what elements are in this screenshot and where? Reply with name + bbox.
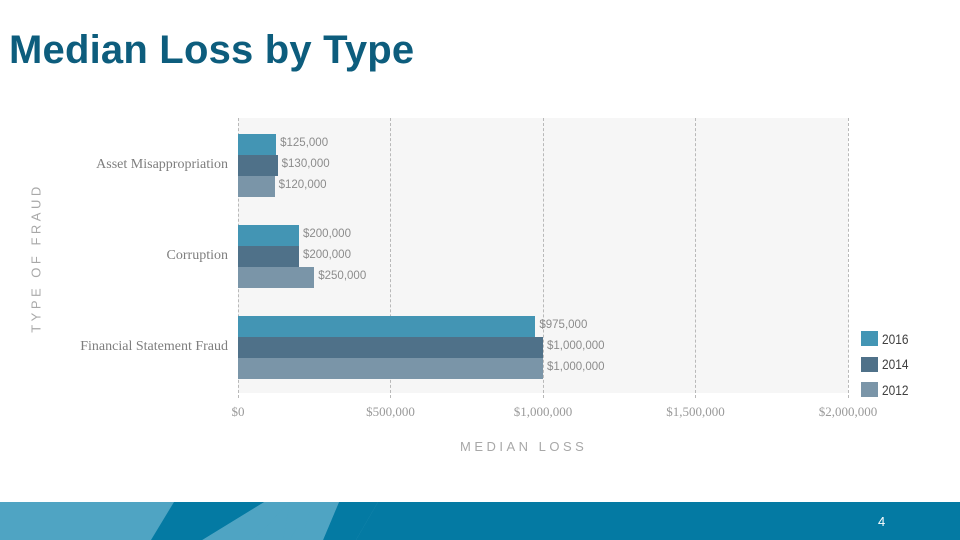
chart-legend: 2016 2014 2012 — [861, 326, 913, 403]
x-tick-label: $500,000 — [366, 404, 415, 419]
x-tick-label: $1,500,000 — [666, 404, 725, 419]
legend-label: 2012 — [882, 381, 909, 398]
bar-value-label: $250,000 — [318, 270, 367, 282]
bar-2014 — [238, 337, 543, 358]
x-tick-label: $0 — [231, 404, 245, 419]
x-tick-label: $2,000,000 — [818, 404, 878, 419]
y-axis-title: TYPE OF FRAUD — [28, 183, 44, 333]
bar-value-label: $125,000 — [280, 137, 329, 149]
bar-2012 — [238, 267, 315, 288]
x-axis-title: MEDIAN LOSS — [460, 439, 588, 454]
legend-label: 2016 — [882, 330, 909, 347]
legend-item-2014: 2014 — [861, 352, 913, 378]
page-number: 4 — [878, 514, 886, 529]
bar-value-label: $1,000,000 — [547, 361, 605, 373]
category-label: Corruption — [166, 247, 228, 263]
category-label: Financial Statement Fraud — [80, 338, 228, 354]
gridline — [695, 118, 696, 398]
gridline — [542, 118, 544, 398]
bar-value-label: $130,000 — [281, 158, 330, 170]
legend-swatch — [861, 331, 878, 347]
bar-2014 — [238, 155, 278, 176]
legend-swatch — [861, 382, 878, 398]
legend-item-2016: 2016 — [861, 326, 913, 352]
bar-value-label: $120,000 — [278, 179, 327, 191]
bar-2016 — [238, 134, 277, 155]
bar-2016 — [238, 225, 299, 246]
gridline — [390, 118, 391, 398]
slide-title: Median Loss by Type — [9, 28, 415, 72]
bar-2012 — [238, 176, 275, 197]
bar-2016 — [238, 316, 536, 337]
bar-value-label: $200,000 — [303, 228, 351, 240]
bar-2014 — [238, 246, 299, 267]
bar-value-label: $200,000 — [303, 249, 351, 261]
gridline — [847, 118, 849, 398]
category-label: Asset Misappropriation — [96, 156, 228, 172]
bar-value-label: $1,000,000 — [547, 340, 605, 352]
bar-2012 — [238, 358, 543, 379]
bar-value-label: $975,000 — [539, 319, 588, 331]
x-tick-label: $1,000,000 — [513, 404, 573, 419]
footer-band — [0, 502, 960, 540]
footer-decoration — [0, 502, 960, 540]
legend-label: 2014 — [882, 356, 909, 373]
legend-item-2012: 2012 — [861, 377, 913, 403]
legend-swatch — [861, 356, 878, 372]
